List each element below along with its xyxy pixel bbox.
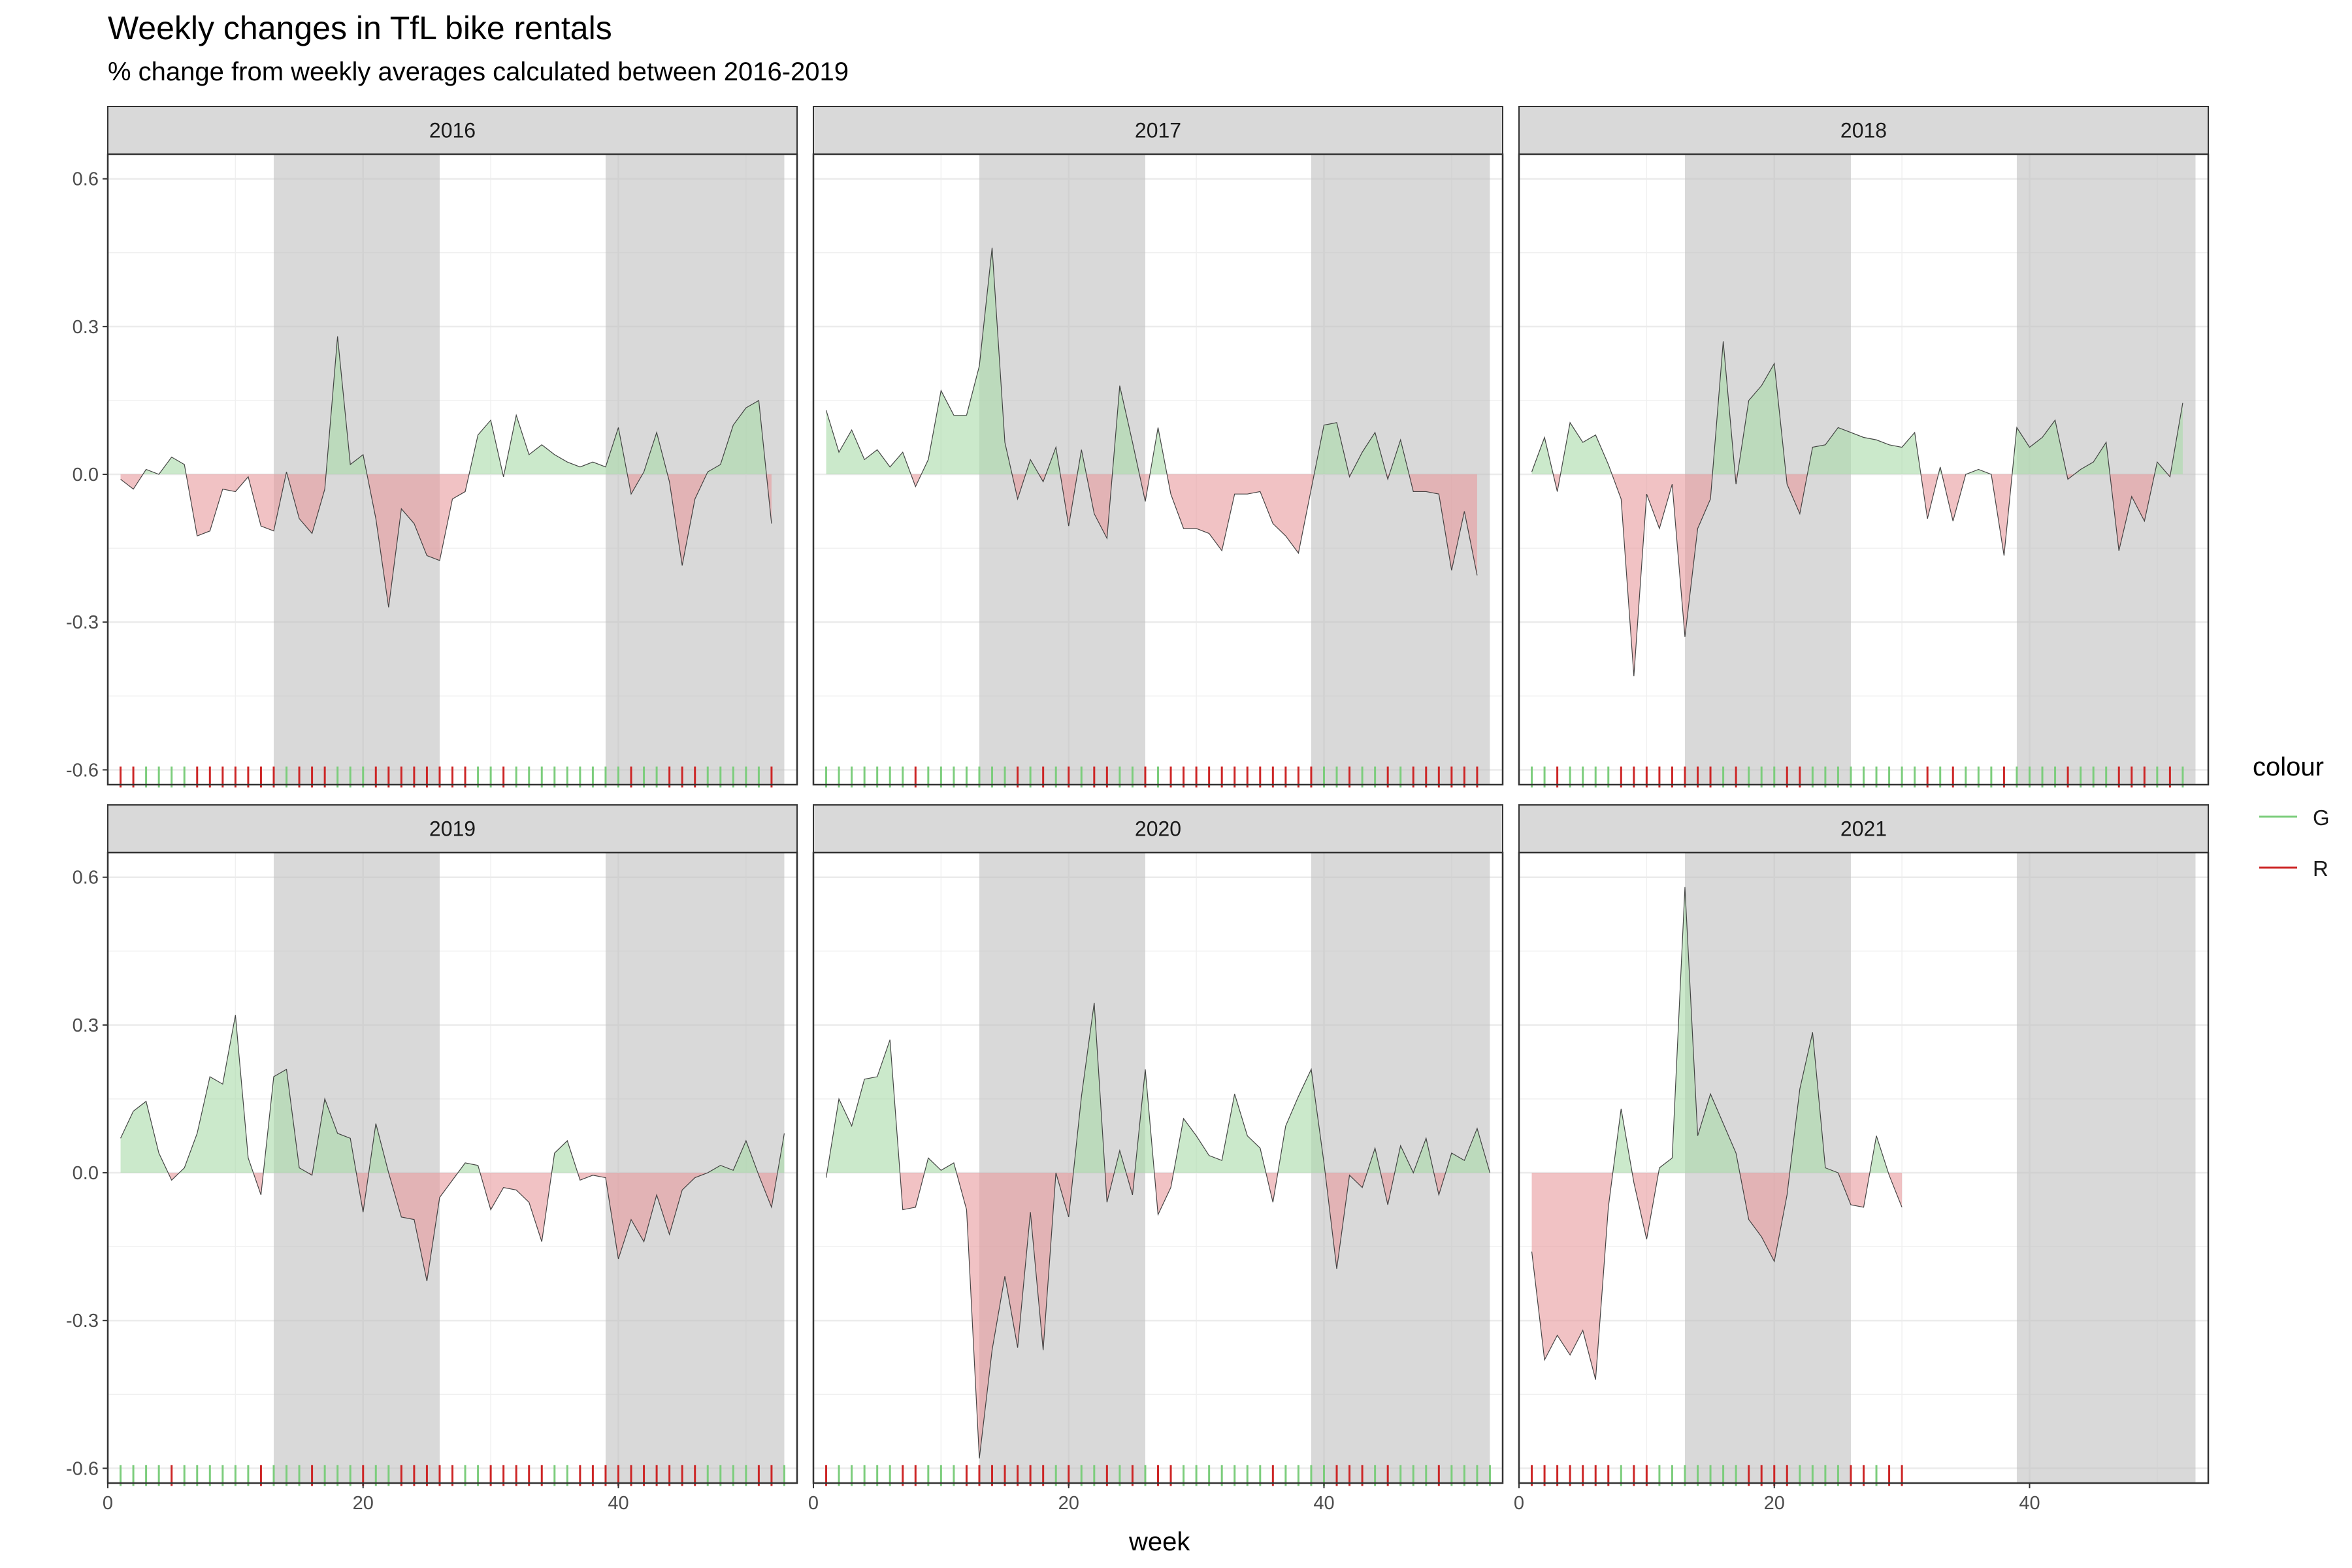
facet-panels: 2016 0.6 0.3 0.0 -0.3 -0.6 2017 2018 2019 0.6 0.3 0…	[66, 106, 2210, 1514]
area-positive	[1531, 887, 1903, 1173]
y-tick-label: -0.6	[66, 760, 99, 781]
panel-2017: 2017	[812, 106, 1504, 788]
x-tick-label: 0	[103, 1493, 113, 1514]
series-line	[825, 248, 1478, 576]
area-positive	[826, 248, 1477, 475]
facet-strip	[107, 804, 798, 853]
facet-strip-label: 2021	[1840, 817, 1887, 841]
shaded-band	[2016, 853, 2196, 1483]
area-positive	[826, 1002, 1490, 1173]
shaded-band	[605, 853, 785, 1483]
y-tick-label: 0.3	[73, 1015, 99, 1036]
series-line	[825, 1002, 1491, 1459]
facet-strip	[813, 804, 1503, 853]
y-tick-label: -0.3	[66, 1311, 99, 1331]
area-negative	[826, 1173, 1490, 1459]
area-negative	[826, 474, 1477, 576]
series-line	[1531, 341, 2183, 677]
x-tick-label: 40	[608, 1493, 629, 1514]
area-positive	[120, 1015, 785, 1173]
legend-label-r: R	[2313, 857, 2328, 881]
area-positive	[1531, 341, 2183, 475]
x-tick-label: 20	[1058, 1493, 1079, 1514]
legend-label-g: G	[2313, 806, 2330, 830]
panel-border	[1518, 153, 2210, 786]
x-axis-label: week	[1129, 1527, 1190, 1556]
panel-2021: 2021 0 20 40	[1514, 804, 2210, 1514]
legend-key-r	[2259, 866, 2297, 869]
facet-strip-label: 2017	[1135, 119, 1181, 142]
facet-strip	[813, 106, 1503, 155]
facet-strip-label: 2018	[1840, 119, 1887, 142]
x-tick-label: 40	[1313, 1493, 1334, 1514]
facet-strip-label: 2020	[1135, 817, 1181, 841]
panel-border	[106, 851, 798, 1484]
panel-border	[812, 851, 1504, 1484]
panel-2019: 2019 0.6 0.3 0.0 -0.3 -0.60 20 40	[66, 804, 798, 1514]
facet-strip	[1518, 804, 2209, 853]
y-tick-label: 0.3	[73, 317, 99, 338]
panel-border	[1518, 851, 2210, 1484]
series-line	[120, 336, 772, 608]
chart-title: Weekly changes in TfL bike rentals	[108, 10, 612, 46]
x-tick-label: 20	[1764, 1493, 1785, 1514]
chart-subtitle: % change from weekly averages calculated…	[108, 57, 849, 86]
legend-title: colour	[2253, 753, 2324, 781]
panel-2018: 2018	[1518, 106, 2210, 788]
panel-2016: 2016 0.6 0.3 0.0 -0.3 -0.6	[66, 106, 798, 788]
area-negative	[120, 1173, 785, 1281]
area-negative	[1531, 474, 2183, 677]
y-tick-label: -0.3	[66, 612, 99, 633]
legend-key-g	[2259, 815, 2297, 818]
facet-strip-label: 2019	[429, 817, 476, 841]
x-tick-label: 40	[2019, 1493, 2040, 1514]
facet-strip-label: 2016	[429, 119, 476, 142]
y-tick-label: 0.0	[73, 465, 99, 485]
facet-strip	[107, 106, 798, 155]
panel-2020: 2020 0 20 40	[808, 804, 1504, 1514]
x-tick-label: 20	[353, 1493, 374, 1514]
area-negative	[1531, 1173, 1903, 1380]
area-negative	[120, 474, 772, 608]
x-tick-label: 0	[1514, 1493, 1524, 1514]
series-line	[120, 1015, 785, 1282]
series-line	[1531, 887, 1903, 1380]
shaded-band	[273, 853, 440, 1483]
panel-border	[106, 153, 798, 786]
panel-border	[812, 153, 1504, 786]
y-tick-label: 0.6	[73, 169, 99, 190]
x-tick-label: 0	[808, 1493, 819, 1514]
y-tick-label: 0.6	[73, 868, 99, 889]
y-tick-label: 0.0	[73, 1163, 99, 1184]
y-tick-label: -0.6	[66, 1458, 99, 1479]
facet-strip	[1518, 106, 2209, 155]
